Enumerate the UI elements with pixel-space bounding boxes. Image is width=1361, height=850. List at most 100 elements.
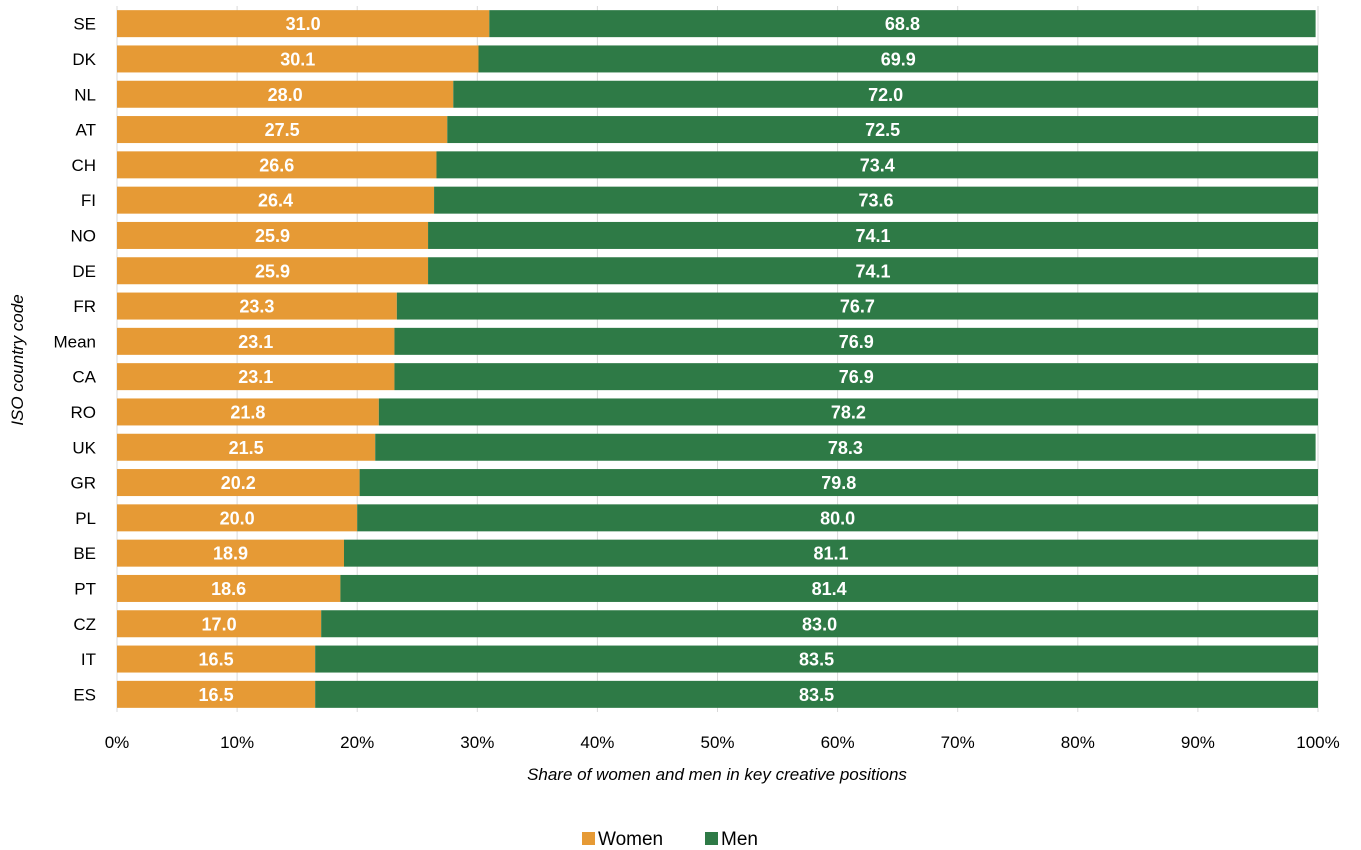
x-tick-label: 80%	[1061, 733, 1095, 752]
bar-men	[489, 10, 1316, 38]
data-label: 69.9	[881, 49, 916, 69]
bar-women	[117, 433, 376, 461]
category-label: UK	[72, 438, 96, 457]
x-tick-label: 30%	[460, 733, 494, 752]
bar-men	[453, 80, 1318, 108]
bar-women	[117, 80, 454, 108]
category-label: GR	[71, 474, 97, 493]
category-label: FR	[73, 297, 96, 316]
data-label: 18.6	[211, 579, 246, 599]
legend-swatch	[705, 832, 718, 845]
bar-women	[117, 645, 316, 673]
x-tick-label: 10%	[220, 733, 254, 752]
bar-women	[117, 469, 360, 497]
bar-men	[315, 680, 1318, 708]
data-label: 26.6	[259, 155, 294, 175]
bar-men	[447, 116, 1318, 144]
data-label: 25.9	[255, 261, 290, 281]
data-label: 72.0	[868, 85, 903, 105]
data-label: 30.1	[280, 49, 315, 69]
bar-men	[378, 398, 1318, 426]
bar-men	[434, 186, 1319, 214]
data-label: 76.9	[839, 367, 874, 387]
data-label: 72.5	[865, 120, 900, 140]
data-label: 81.1	[813, 544, 848, 564]
data-label: 78.2	[831, 402, 866, 422]
bar-men	[396, 292, 1318, 320]
x-tick-label: 70%	[941, 733, 975, 752]
x-tick-label: 40%	[580, 733, 614, 752]
data-label: 76.7	[840, 297, 875, 317]
x-tick-label: 60%	[821, 733, 855, 752]
data-label: 79.8	[821, 473, 856, 493]
bar-women	[117, 680, 316, 708]
category-label: NL	[74, 85, 96, 104]
legend: Women Men	[582, 829, 758, 850]
data-label: 31.0	[286, 14, 321, 34]
bar-men	[436, 151, 1318, 179]
bar-women	[117, 574, 341, 602]
bar-men	[315, 645, 1318, 673]
data-label: 83.5	[799, 685, 834, 705]
data-label: 76.9	[839, 332, 874, 352]
bar-women	[117, 186, 435, 214]
data-label: 28.0	[268, 85, 303, 105]
bars: 31.0 68.8 30.1 69.9 28.0 72.0 27.5 72.5 26.6 73.4…	[117, 10, 1319, 708]
bar-women	[117, 504, 358, 532]
x-tick-label: 0%	[105, 733, 130, 752]
bar-men	[359, 469, 1318, 497]
bar-women	[117, 363, 395, 391]
category-label: Mean	[53, 332, 96, 351]
category-label: DK	[72, 50, 96, 69]
bar-women	[117, 610, 322, 638]
data-label: 81.4	[812, 579, 847, 599]
data-label: 73.6	[859, 191, 894, 211]
bar-women	[117, 45, 479, 73]
category-label: CA	[72, 368, 96, 387]
category-label: SE	[73, 15, 96, 34]
data-label: 27.5	[265, 120, 300, 140]
bar-women	[117, 292, 397, 320]
x-tick-label: 50%	[700, 733, 734, 752]
category-label: AT	[76, 121, 96, 140]
category-label: CH	[71, 156, 96, 175]
data-label: 78.3	[828, 438, 863, 458]
bar-men	[340, 574, 1318, 602]
bar-men	[375, 433, 1316, 461]
bar-men	[343, 539, 1318, 567]
data-label: 17.0	[202, 614, 237, 634]
bar-men	[428, 257, 1319, 285]
data-label: 83.5	[799, 650, 834, 670]
category-label: FI	[81, 191, 96, 210]
data-label: 74.1	[856, 261, 891, 281]
category-label: DE	[72, 262, 96, 281]
data-label: 80.0	[820, 508, 855, 528]
data-label: 26.4	[258, 191, 293, 211]
bar-men	[394, 327, 1318, 355]
category-label: ES	[73, 685, 96, 704]
data-label: 21.5	[229, 438, 264, 458]
bar-women	[117, 327, 395, 355]
category-label: BE	[73, 544, 96, 563]
x-tick-label: 100%	[1296, 733, 1339, 752]
category-labels: SE DK NL AT CH FI NO DE FR Mean CA RO UK GR PL BE PT CZ IT…	[53, 15, 96, 705]
bar-women	[117, 539, 344, 567]
data-label: 74.1	[856, 226, 891, 246]
data-label: 21.8	[230, 402, 265, 422]
bar-women	[117, 221, 429, 249]
data-label: 20.2	[221, 473, 256, 493]
category-label: PL	[75, 509, 96, 528]
x-tick-label: 90%	[1181, 733, 1215, 752]
data-label: 73.4	[860, 155, 895, 175]
bar-women	[117, 10, 490, 38]
category-label: PT	[74, 579, 96, 598]
data-label: 16.5	[199, 685, 234, 705]
bar-women	[117, 151, 437, 179]
bar-men	[321, 610, 1318, 638]
bar-women	[117, 257, 429, 285]
data-label: 25.9	[255, 226, 290, 246]
bar-women	[117, 116, 448, 144]
category-label: RO	[71, 403, 97, 422]
category-label: CZ	[73, 615, 96, 634]
